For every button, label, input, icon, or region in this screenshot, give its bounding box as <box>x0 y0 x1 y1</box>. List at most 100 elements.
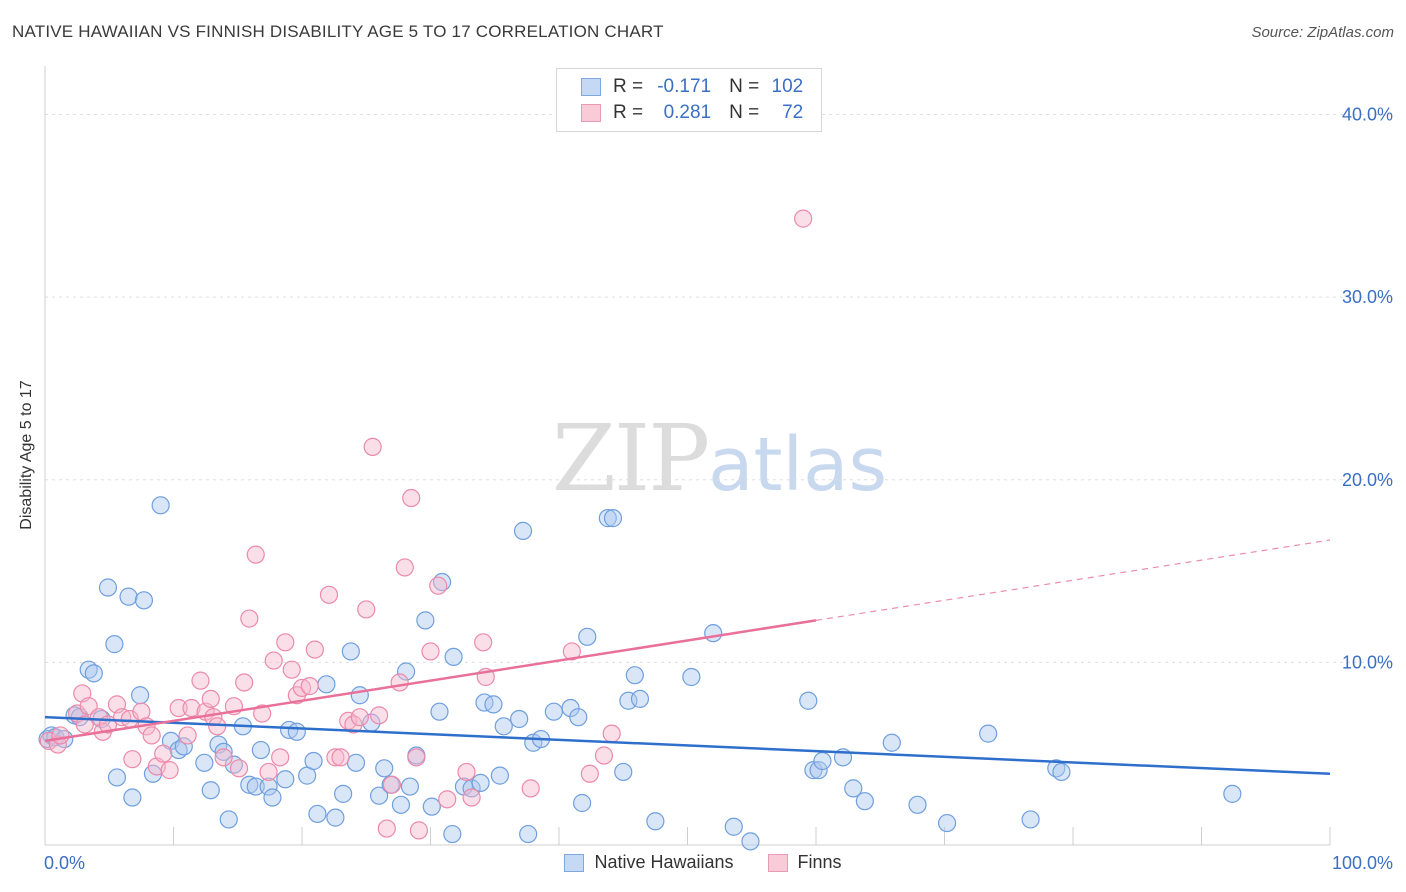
finns-point <box>246 545 265 564</box>
native-hawaiians-point <box>603 509 623 528</box>
native-hawaiians-point <box>513 521 533 540</box>
native-hawaiians-point <box>937 813 957 833</box>
legend-row-finns: R = 0.281 N = 72 <box>581 101 803 125</box>
native-hawaiians-point <box>510 709 529 729</box>
native-hawaiians-point <box>84 664 103 683</box>
native-hawaiians-point <box>619 691 638 710</box>
finns-point <box>594 746 614 765</box>
finns-point <box>390 673 409 692</box>
finns-point <box>350 708 369 727</box>
native-hawaiians-point <box>317 675 336 694</box>
native-hawaiians-point <box>625 666 644 685</box>
series-label-finns: Finns <box>797 852 842 872</box>
legend-n-value: 102 <box>771 76 804 97</box>
source-credit: Source: ZipAtlas.com <box>1251 24 1394 41</box>
native-hawaiians-point <box>287 722 306 741</box>
finns-point <box>305 640 324 659</box>
legend-swatch-pink <box>581 104 601 122</box>
watermark: ZIPatlas <box>552 405 887 512</box>
finns-point <box>357 600 376 619</box>
native-hawaiians-point <box>578 627 597 646</box>
finns-point <box>602 724 621 743</box>
tick-labels: 10.0% 20.0% 30.0% 40.0% 0.0% 100.0% <box>44 105 1393 873</box>
finns-point <box>382 775 402 794</box>
native-hawaiians-point <box>341 642 360 661</box>
finns-point <box>214 748 233 767</box>
native-hawaiians-point <box>416 611 435 630</box>
finns-point <box>370 706 389 725</box>
series-label-native-hawaiians: Native Hawaiians <box>594 852 734 872</box>
y-tick-label: 10.0% <box>1342 652 1393 672</box>
native-hawaiians-point <box>391 795 411 814</box>
native-hawaiians-point <box>809 761 828 780</box>
series-legend-native-hawaiians[interactable]: Native Hawaiians <box>564 852 734 873</box>
native-hawaiians-point <box>130 686 150 705</box>
native-hawaiians-point <box>630 689 650 709</box>
finns-point <box>344 715 363 734</box>
finns-point <box>253 704 272 723</box>
series-swatch-blue <box>564 853 585 872</box>
finns-point <box>276 633 295 652</box>
legend-r-value: -0.171 <box>657 76 712 97</box>
finns-point <box>462 788 481 807</box>
native-hawaiians-point <box>1223 784 1242 803</box>
grid-lines <box>45 114 1395 663</box>
native-hawaiians-point <box>430 702 449 721</box>
finns-point <box>51 726 70 745</box>
native-hawaiians-point <box>119 587 138 606</box>
native-hawaiians-point <box>475 693 494 712</box>
native-hawaiians-point <box>98 578 118 597</box>
chart-title: NATIVE HAWAIIAN VS FINNISH DISABILITY AG… <box>12 22 664 41</box>
finns-point <box>169 698 188 718</box>
finns-point <box>259 762 278 782</box>
native-hawaiians-point <box>598 509 617 528</box>
finns-point <box>208 717 227 736</box>
finns-point <box>402 488 421 508</box>
native-hawaiians-point <box>214 742 233 761</box>
finns-point <box>562 642 581 661</box>
finns-point <box>123 750 142 769</box>
native-hawaiians-point <box>573 793 592 813</box>
native-hawaiians-point <box>346 753 366 772</box>
y-tick-label: 30.0% <box>1342 287 1393 307</box>
legend-n-value: 72 <box>782 102 804 123</box>
y-tick-label: 40.0% <box>1342 105 1393 125</box>
native-hawaiians-point <box>646 812 665 831</box>
finns-point <box>409 821 429 840</box>
native-hawaiians-point <box>326 808 345 827</box>
native-hawaiians-point <box>370 786 389 805</box>
legend-r-value: 0.281 <box>663 102 712 123</box>
native-hawaiians-point <box>844 779 863 798</box>
native-hawaiians-point <box>276 770 295 789</box>
native-hawaiians-point <box>422 797 441 816</box>
native-hawaiians-point <box>375 759 394 778</box>
series-legend: Native Hawaiians Finns <box>0 852 1406 873</box>
native-hawaiians-point <box>219 810 238 829</box>
finns-point <box>395 558 414 577</box>
finns-point <box>178 726 197 745</box>
native-hawaiians-point <box>1052 762 1071 782</box>
native-hawaiians-trend-line <box>44 715 1331 776</box>
series-legend-finns[interactable]: Finns <box>767 852 842 873</box>
series-swatch-pink <box>767 853 788 872</box>
native-hawaiians-point <box>979 724 998 743</box>
native-hawaiians-point <box>251 740 270 760</box>
native-hawaiians-point <box>259 777 278 796</box>
native-hawaiians-point <box>123 788 142 807</box>
finns-point <box>794 209 813 228</box>
native-hawaiians-point <box>304 751 323 771</box>
trend-lines <box>44 539 1331 776</box>
native-hawaiians-point <box>444 647 463 667</box>
finns-point <box>235 673 254 692</box>
legend-row-native-hawaiians: R = -0.171 N = 102 <box>581 75 803 99</box>
native-hawaiians-point <box>462 779 481 798</box>
native-hawaiians-point <box>614 762 633 782</box>
finns-point <box>201 689 220 709</box>
finns-point <box>240 609 259 628</box>
finns-trend-line <box>44 619 817 743</box>
finns-point <box>300 677 319 696</box>
native-hawaiians-point <box>396 662 416 681</box>
native-hawaiians-point <box>174 737 193 756</box>
native-hawaiians-points <box>38 496 1242 851</box>
finns-point <box>154 744 173 763</box>
